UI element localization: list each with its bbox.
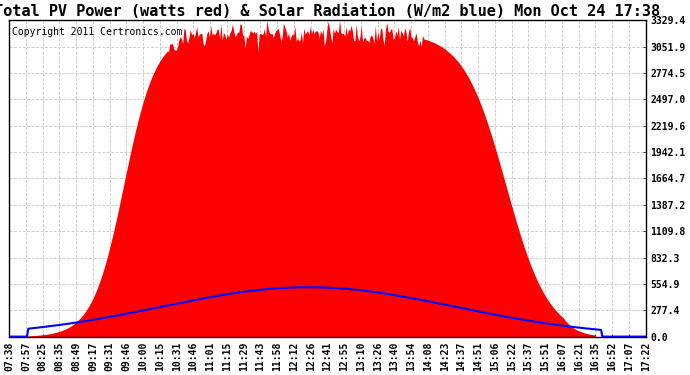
Text: Copyright 2011 Certronics.com: Copyright 2011 Certronics.com [12,27,183,37]
Title: Total PV Power (watts red) & Solar Radiation (W/m2 blue) Mon Oct 24 17:38: Total PV Power (watts red) & Solar Radia… [0,4,660,19]
